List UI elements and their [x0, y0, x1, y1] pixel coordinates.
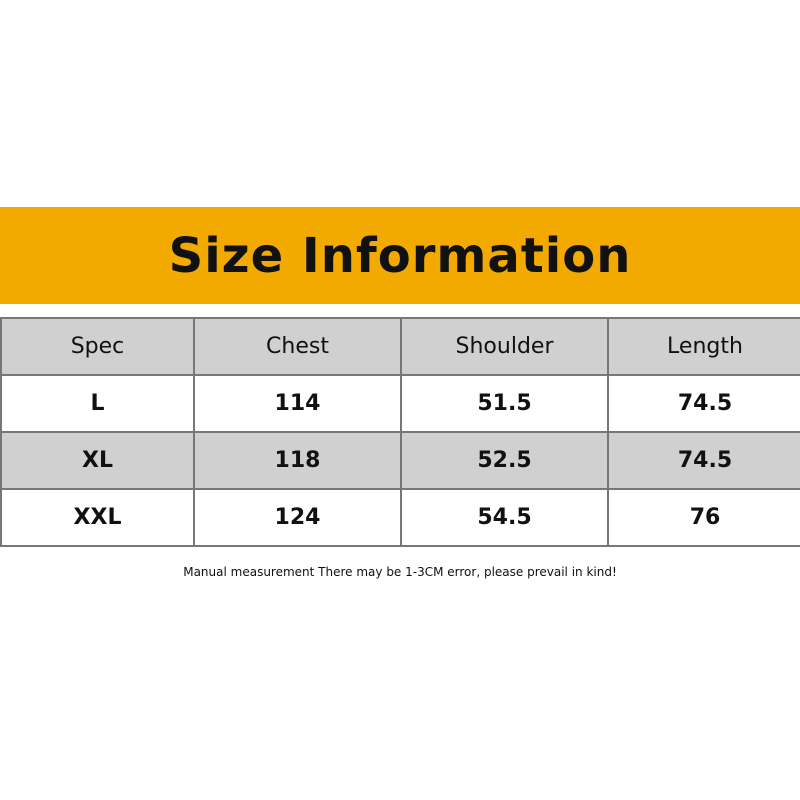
header-cell: Shoulder: [400, 317, 609, 376]
table-cell: 76: [607, 488, 800, 547]
table-row: L 114 51.5 74.5: [0, 374, 800, 433]
header-cell: Length: [607, 317, 800, 376]
page-title: Size Information: [168, 227, 632, 284]
table-cell: XXL: [0, 488, 195, 547]
header-cell: Chest: [193, 317, 402, 376]
title-banner: Size Information: [0, 207, 800, 304]
table-cell: 74.5: [607, 374, 800, 433]
table-header-row: Spec Chest Shoulder Length: [0, 317, 800, 376]
table-row: XL 118 52.5 74.5: [0, 431, 800, 490]
table-cell: 51.5: [400, 374, 609, 433]
table-cell: 124: [193, 488, 402, 547]
table-cell: L: [0, 374, 195, 433]
table-cell: XL: [0, 431, 195, 490]
measurement-note: Manual measurement There may be 1-3CM er…: [183, 565, 617, 579]
table-cell: 54.5: [400, 488, 609, 547]
table-cell: 74.5: [607, 431, 800, 490]
table-cell: 114: [193, 374, 402, 433]
table-cell: 118: [193, 431, 402, 490]
size-table: Spec Chest Shoulder Length L 114 51.5 74…: [0, 317, 800, 547]
header-cell: Spec: [0, 317, 195, 376]
table-cell: 52.5: [400, 431, 609, 490]
table-row: XXL 124 54.5 76: [0, 488, 800, 547]
